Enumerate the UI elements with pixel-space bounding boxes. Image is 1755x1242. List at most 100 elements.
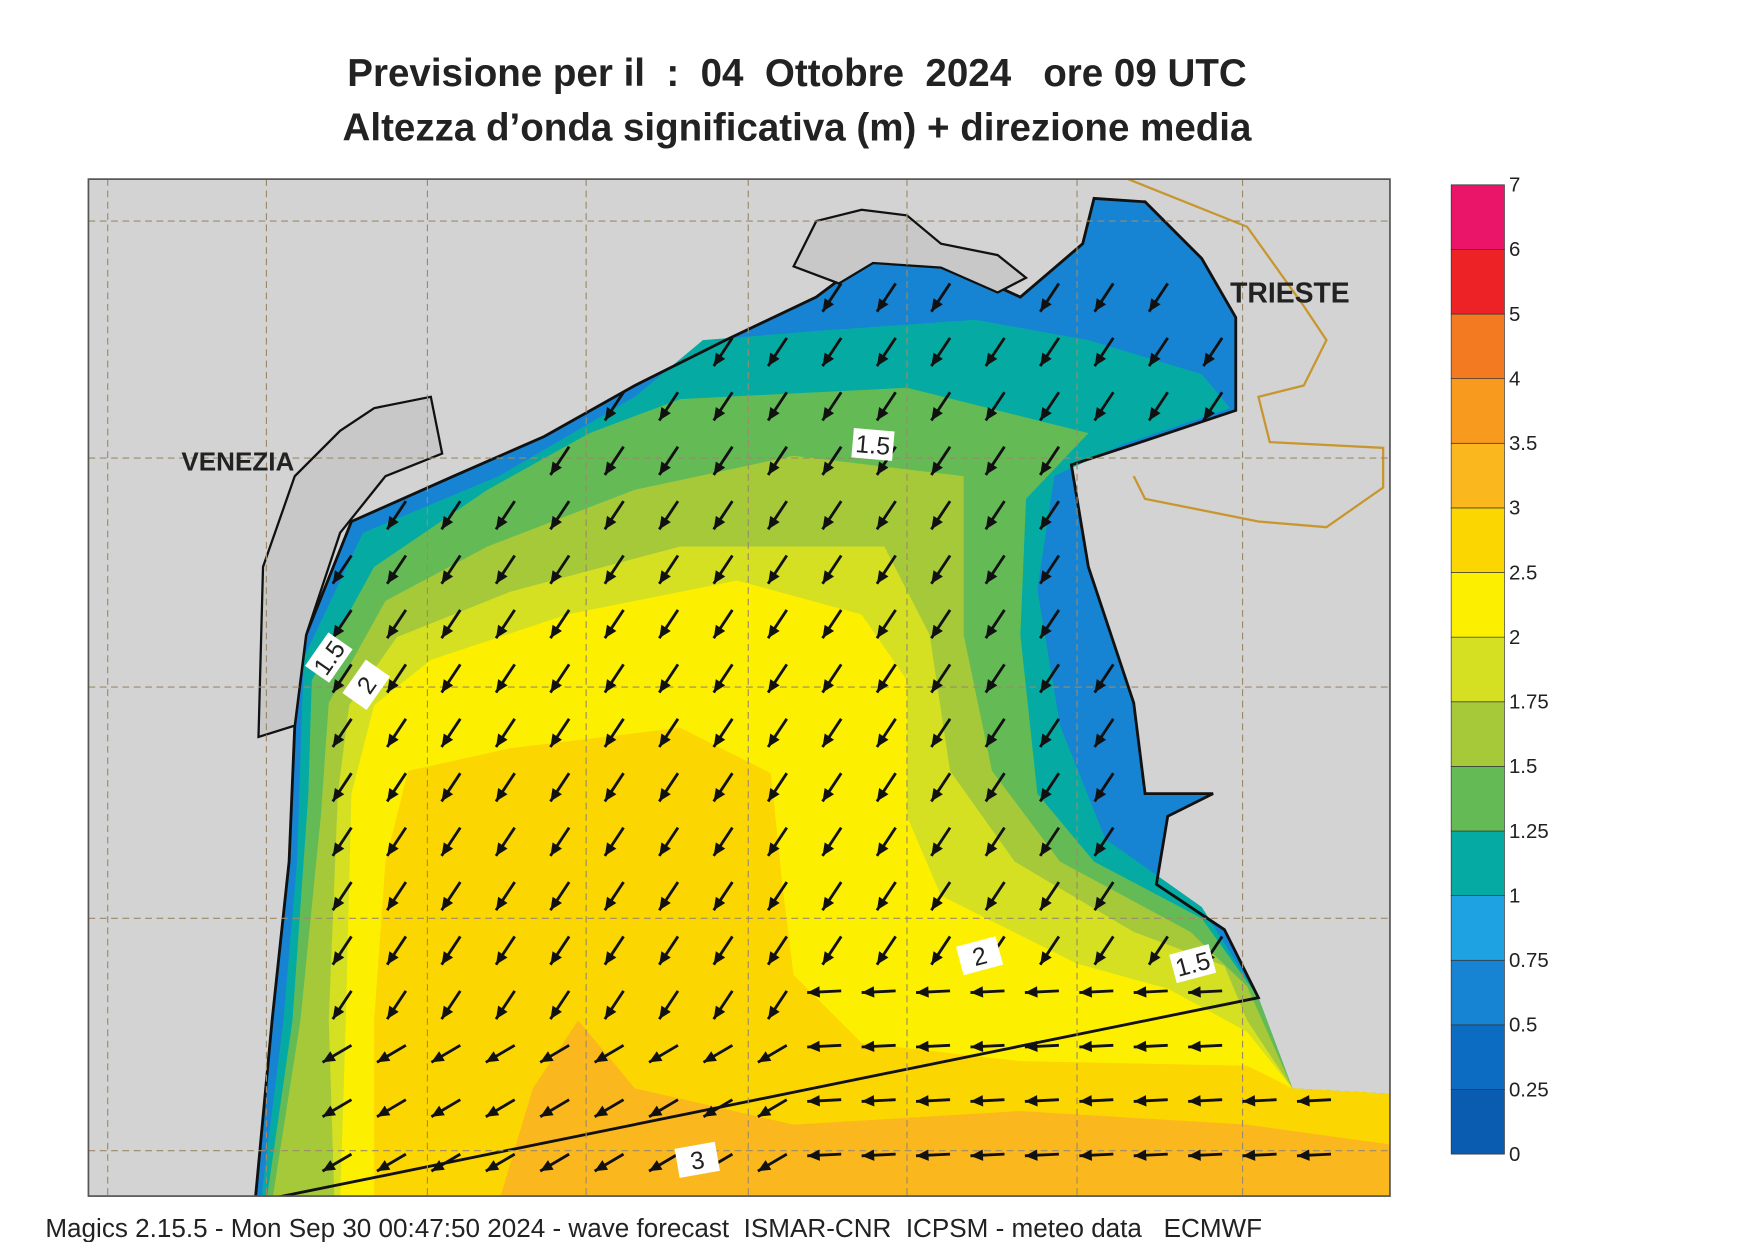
arrow-head — [931, 407, 943, 421]
arrow-head — [550, 733, 562, 748]
arrow-head — [1296, 1149, 1310, 1161]
arrow-head — [931, 842, 943, 856]
arrow-head — [1188, 1095, 1201, 1107]
contour-value: 3 — [688, 1146, 707, 1176]
arrow-head — [1094, 951, 1107, 965]
colorbar-segment — [1450, 249, 1505, 315]
arrow-head — [387, 951, 399, 965]
arrow-head — [931, 787, 943, 802]
colorbar-segment — [1450, 572, 1505, 638]
arrow-head — [970, 1040, 984, 1053]
arrow-head — [1094, 407, 1107, 421]
arrow-head — [496, 733, 508, 748]
arrow-head — [387, 787, 399, 802]
arrow-head — [550, 787, 562, 802]
arrow-head — [757, 1105, 772, 1117]
arrow-head — [604, 679, 617, 693]
arrow-head — [822, 951, 835, 965]
arrow-head — [822, 352, 835, 367]
arrow-head — [550, 461, 562, 475]
arrow-head — [713, 407, 726, 421]
arrow-head — [1094, 842, 1107, 856]
arrow-head — [540, 1105, 554, 1117]
arrow-head — [807, 986, 820, 998]
arrow-head — [1040, 842, 1052, 856]
arrow-head — [1040, 407, 1052, 421]
arrow-head — [1094, 733, 1107, 748]
arrow-head — [496, 679, 508, 693]
arrow-head — [931, 679, 943, 693]
arrow-head — [496, 624, 508, 639]
arrow-head — [931, 570, 943, 584]
colorbar-label: 1.25 — [1509, 821, 1549, 843]
arrow-head — [822, 787, 835, 802]
arrow-head — [322, 1160, 336, 1172]
arrow-head — [441, 787, 454, 802]
arrow-head — [768, 515, 780, 530]
colorbar-label: 6 — [1509, 239, 1520, 261]
arrow-head — [550, 1005, 562, 1020]
arrow-head — [431, 1160, 445, 1172]
colorbar-label: 1.5 — [1509, 756, 1537, 778]
arrow-head — [441, 624, 454, 639]
arrow-head — [659, 515, 671, 530]
arrow-head — [1149, 298, 1161, 312]
arrow-head — [550, 896, 562, 911]
colorbar-segment — [1450, 313, 1505, 380]
label-box — [674, 1141, 720, 1178]
arrow-head — [594, 1105, 609, 1117]
arrow-head — [322, 1051, 336, 1063]
arrow-head — [332, 1005, 345, 1020]
arrow-head — [441, 951, 454, 965]
arrow-head — [757, 1051, 772, 1063]
arrow-head — [332, 787, 345, 802]
arrow-head — [876, 352, 889, 367]
arrow-head — [604, 570, 617, 584]
arrow-head — [985, 407, 998, 421]
arrow-head — [876, 461, 889, 475]
colorbar-segment — [1450, 507, 1505, 573]
arrow-head — [822, 570, 835, 584]
arrow-head — [822, 896, 835, 911]
arrow-head — [876, 298, 889, 312]
border — [1127, 179, 1385, 529]
arrow-head — [713, 733, 726, 748]
arrow-head — [1024, 1040, 1038, 1053]
arrow-head — [931, 951, 943, 965]
colorbar-segment — [1450, 184, 1505, 250]
arrow-head — [713, 679, 726, 693]
arrow-head — [376, 1051, 391, 1063]
arrow-head — [659, 461, 671, 475]
arrow-head — [496, 515, 508, 530]
arrow-head — [332, 679, 345, 693]
arrow-head — [861, 1095, 875, 1107]
arrow-head — [431, 1051, 445, 1063]
subtitle: Altezza d’onda significativa (m) + direz… — [343, 107, 1252, 150]
arrow-head — [604, 461, 617, 475]
arrow-head — [659, 896, 671, 911]
arrow-head — [768, 896, 780, 911]
colorbar-segment — [1450, 1024, 1505, 1090]
arrow-head — [659, 733, 671, 748]
colorbar-segment — [1450, 442, 1505, 509]
arrow-head — [713, 842, 726, 856]
arrow-head — [1040, 733, 1052, 748]
arrow-head — [822, 515, 835, 530]
arrow-head — [985, 679, 998, 693]
arrow-head — [768, 733, 780, 748]
arrow-head — [594, 1160, 609, 1172]
arrow-head — [604, 407, 617, 421]
arrow-head — [332, 951, 345, 965]
arrow-head — [713, 461, 726, 475]
label-box — [342, 659, 390, 710]
arrow-head — [1296, 1095, 1310, 1107]
arrow-head — [485, 1160, 500, 1172]
arrow-head — [604, 624, 617, 639]
arrow-head — [604, 787, 617, 802]
arrow-head — [1133, 986, 1147, 998]
arrow-head — [1040, 624, 1052, 639]
arrow-head — [1024, 1149, 1038, 1161]
arrow-head — [550, 679, 562, 693]
arrow-head — [550, 570, 562, 584]
arrow-head — [604, 733, 617, 748]
